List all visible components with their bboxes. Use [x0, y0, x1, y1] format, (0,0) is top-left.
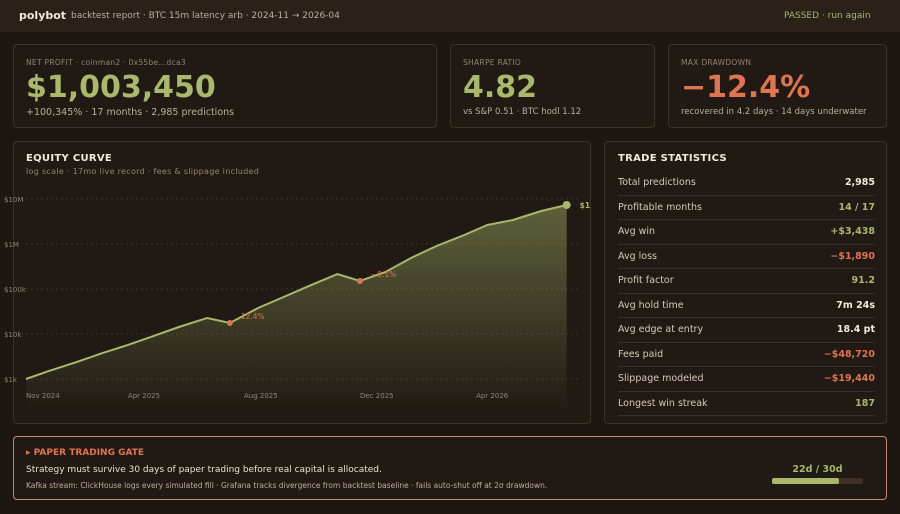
stat-row: Profit factor 91.2 — [618, 269, 875, 294]
stat-card: NET PROFIT · coinman2 · 0x55be...dca3 $1,… — [13, 44, 437, 128]
annotation-dot — [226, 319, 233, 326]
status[interactable]: PASSED · run again — [784, 11, 871, 21]
card-note: recovered in 4.2 days · 14 days underwat… — [681, 107, 867, 117]
stat-value: 14 / 17 — [838, 201, 875, 213]
stat-value: −$48,720 — [823, 348, 875, 360]
chart-subtitle: log scale · 17mo live record · fees & sl… — [26, 167, 260, 176]
stat-label: Profitable months — [618, 201, 702, 213]
stat-label: Profit factor — [618, 275, 674, 287]
equity-line — [25, 204, 567, 380]
stat-value: 18.4 pt — [836, 324, 875, 336]
gate-text: Strategy must survive 30 days of paper t… — [26, 465, 382, 475]
annotation: 12.4% — [241, 312, 265, 321]
stat-value: −$19,440 — [823, 373, 875, 385]
stat-label: Avg edge at entry — [618, 324, 704, 336]
card-value: 4.82 — [463, 70, 538, 105]
annotation-dot — [562, 200, 571, 209]
stat-label: Avg loss — [618, 250, 657, 262]
stat-value: 187 — [855, 397, 875, 409]
gate-title: ▸ PAPER TRADING GATE — [26, 448, 145, 458]
card-label: MAX DRAWDOWN — [681, 58, 752, 67]
stat-label: Longest win streak — [618, 397, 708, 409]
annotation: $1.0M — [580, 201, 591, 210]
card-label: NET PROFIT · coinman2 · 0x55be...dca3 — [26, 58, 186, 67]
brand: polybot — [19, 9, 67, 22]
stat-value: +$3,438 — [830, 226, 875, 238]
annotation: −9.1% — [371, 270, 396, 279]
stat-label: Fees paid — [618, 348, 664, 360]
stat-value: 7m 24s — [836, 299, 875, 311]
gate-panel: ▸ PAPER TRADING GATE Strategy must survi… — [13, 436, 887, 500]
card-value: −12.4% — [681, 70, 811, 105]
report-subtitle: backtest report · BTC 15m latency arb · … — [71, 11, 340, 21]
progress-label: 22d / 30d — [792, 464, 843, 475]
stats-panel: TRADE STATISTICS Total predictions 2,985 P… — [604, 141, 887, 424]
chart-title: EQUITY CURVE — [26, 153, 113, 164]
card-value: $1,003,450 — [26, 70, 216, 105]
gate-note: Kafka stream: ClickHouse logs every simu… — [26, 481, 548, 490]
equity-area — [26, 204, 567, 411]
stat-label: Slippage modeled — [618, 373, 704, 385]
stat-row: Avg loss −$1,890 — [618, 245, 875, 269]
progress-fill — [772, 478, 839, 484]
header: polybot backtest report · BTC 15m latenc… — [0, 0, 900, 32]
y-tick-label: $10M — [4, 196, 23, 204]
annotation-dot — [357, 277, 364, 284]
y-tick-label: $1k — [4, 376, 18, 384]
stat-row: Total predictions 2,985 — [618, 171, 875, 196]
stat-row: Fees paid −$48,720 — [618, 343, 875, 367]
stat-row: Slippage modeled −$19,440 — [618, 367, 875, 392]
stat-row: Longest win streak 187 — [618, 392, 875, 416]
stat-label: Avg hold time — [618, 299, 684, 311]
progress-track — [772, 478, 863, 484]
card-note: +100,345% · 17 months · 2,985 prediction… — [26, 107, 235, 118]
stat-value: −$1,890 — [830, 250, 875, 262]
stat-label: Total predictions — [618, 177, 696, 189]
stat-row: Avg edge at entry 18.4 pt — [618, 318, 875, 343]
stat-row: Profitable months 14 / 17 — [618, 196, 875, 220]
stat-label: Avg win — [618, 226, 656, 238]
stat-value: 2,985 — [844, 177, 875, 189]
y-tick-label: $100k — [4, 286, 27, 294]
card-note: vs S&P 0.51 · BTC hodl 1.12 — [463, 107, 582, 117]
y-tick-label: $1M — [4, 241, 19, 249]
card-label: SHARPE RATIO — [463, 58, 522, 67]
stats-title: TRADE STATISTICS — [618, 153, 727, 164]
stat-value: 91.2 — [851, 275, 875, 287]
chart: $1k$10k$100k$1M$10MNov 2024Apr 2025Aug 2… — [4, 196, 591, 411]
stat-card: MAX DRAWDOWN −12.4% recovered in 4.2 days … — [668, 44, 887, 128]
stat-row: Avg hold time 7m 24s — [618, 294, 875, 318]
stat-row: Avg win +$3,438 — [618, 220, 875, 245]
y-tick-label: $10k — [4, 331, 22, 339]
stat-card: SHARPE RATIO 4.82 vs S&P 0.51 · BTC hodl 1… — [450, 44, 655, 128]
